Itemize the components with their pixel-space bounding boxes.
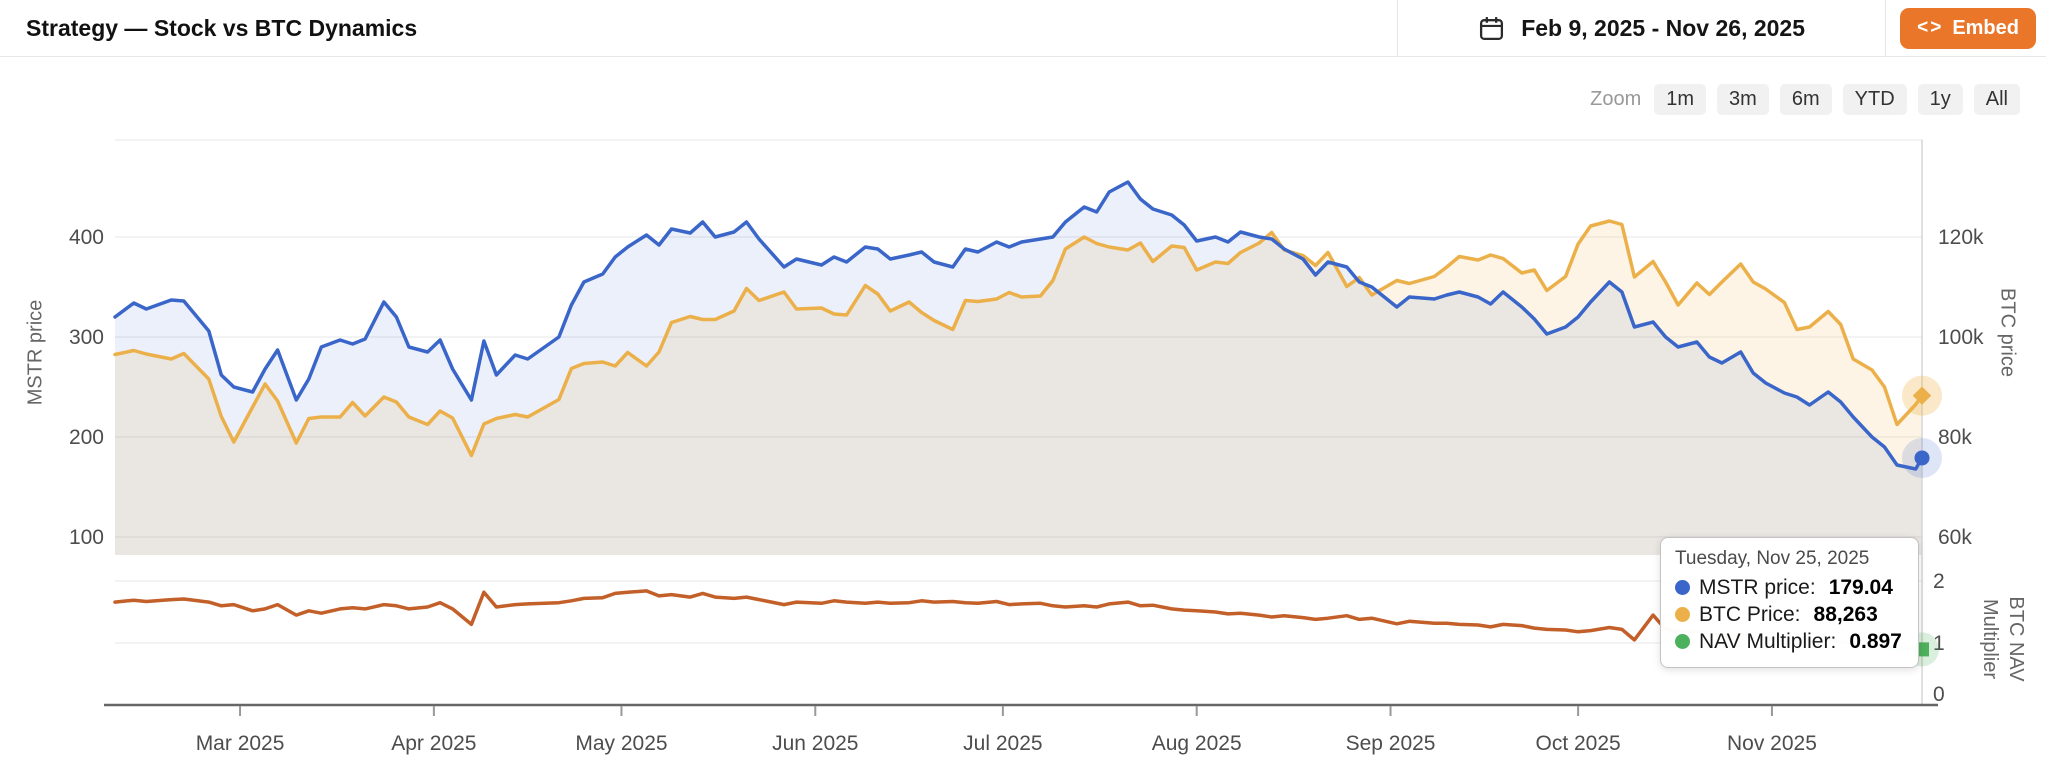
x-tick-label: Jun 2025 — [772, 732, 858, 755]
tooltip-value: 0.897 — [1849, 630, 1902, 653]
mstr-series-dot-icon — [1675, 580, 1690, 595]
x-tick-label: Mar 2025 — [196, 732, 285, 755]
btc-tick-label: 80k — [1938, 426, 1972, 449]
page-title: Strategy — Stock vs BTC Dynamics — [26, 14, 418, 41]
zoom-button-ytd[interactable]: YTD — [1842, 84, 1907, 115]
date-range-label: Feb 9, 2025 - Nov 26, 2025 — [1521, 14, 1806, 41]
zoom-button-1m[interactable]: 1m — [1654, 84, 1707, 115]
tooltip: Tuesday, Nov 25, 2025 MSTR price: 179.04… — [1660, 537, 1919, 668]
x-tick-label: Sep 2025 — [1346, 732, 1436, 755]
x-tick-label: May 2025 — [575, 732, 667, 755]
tooltip-date: Tuesday, Nov 25, 2025 — [1675, 548, 1870, 569]
nav-series-dot-icon — [1675, 634, 1690, 649]
embed-button-label: Embed — [1952, 16, 2019, 39]
header: Strategy — Stock vs BTC Dynamics Feb 9, … — [0, 0, 2046, 57]
y-axis-title-mstr: MSTR price — [24, 299, 47, 406]
calendar-icon — [1480, 16, 1504, 40]
zoom-button-3m[interactable]: 3m — [1717, 84, 1769, 115]
zoom-toolbar: Zoom 1m 3m 6m YTD 1y All — [1590, 84, 2020, 115]
nav-tick-label: 1 — [1933, 632, 1945, 655]
zoom-button-6m[interactable]: 6m — [1779, 84, 1832, 115]
date-range-picker[interactable]: Feb 9, 2025 - Nov 26, 2025 — [1397, 0, 1885, 56]
y-axis-title-nav: BTC NAV Multiplier — [1979, 596, 2027, 682]
btc-tick-label: 60k — [1938, 526, 1972, 549]
code-icon: <> — [1917, 17, 1944, 38]
x-tick-label: Jul 2025 — [963, 732, 1042, 755]
mstr-circle-marker — [1914, 450, 1930, 466]
tooltip-label: MSTR price: — [1699, 576, 1816, 599]
mstr-tick-label: 300 — [69, 326, 104, 349]
x-tick-label: Aug 2025 — [1152, 732, 1242, 755]
nav-multiplier-line — [113, 589, 1843, 644]
gridlines — [115, 139, 1923, 644]
tooltip-value: 179.04 — [1828, 576, 1893, 599]
tooltip-label: NAV Multiplier: — [1699, 630, 1837, 653]
x-tick-label: Apr 2025 — [391, 732, 476, 755]
btc-diamond-marker — [1912, 386, 1932, 405]
btc-series-dot-icon — [1675, 607, 1690, 622]
nav-tick-label: 2 — [1933, 570, 1945, 593]
tooltip-label: BTC Price: — [1699, 603, 1801, 626]
x-tick-label: Oct 2025 — [1535, 732, 1620, 755]
zoom-label: Zoom — [1590, 88, 1642, 110]
x-tick-label: Nov 2025 — [1727, 732, 1817, 755]
zoom-button-1y[interactable]: 1y — [1917, 84, 1963, 115]
tooltip-row-btc: BTC Price: 88,263 — [1675, 601, 1902, 628]
mstr-price-line — [113, 180, 1924, 471]
zoom-button-all[interactable]: All — [1973, 84, 2020, 115]
y-axis-title-btc: BTC price — [1996, 288, 2019, 377]
tooltip-row-mstr: MSTR price: 179.04 — [1675, 574, 1902, 601]
nav-tick-label: 0 — [1933, 683, 1945, 706]
btc-area — [115, 221, 1922, 555]
mstr-area — [115, 182, 1922, 555]
btc-tick-label: 100k — [1938, 326, 1984, 349]
y-axis-labels: 400 300 200 100 120k 100k 80k 60k 2 1 0 — [69, 226, 1984, 706]
mstr-tick-label: 400 — [69, 226, 104, 249]
btc-price-line — [113, 219, 1924, 458]
x-axis: Mar 2025 Apr 2025 May 2025 Jun 2025 Jul 2025… — [104, 703, 1938, 755]
embed-button[interactable]: <> Embed — [1900, 7, 2036, 49]
embed-section: <> Embed — [1885, 0, 2046, 56]
btc-tick-label: 120k — [1938, 226, 1984, 249]
mstr-tick-label: 100 — [69, 526, 104, 549]
tooltip-value: 88,263 — [1813, 603, 1878, 626]
mstr-tick-label: 200 — [69, 426, 104, 449]
tooltip-row-nav: NAV Multiplier: 0.897 — [1675, 628, 1902, 655]
